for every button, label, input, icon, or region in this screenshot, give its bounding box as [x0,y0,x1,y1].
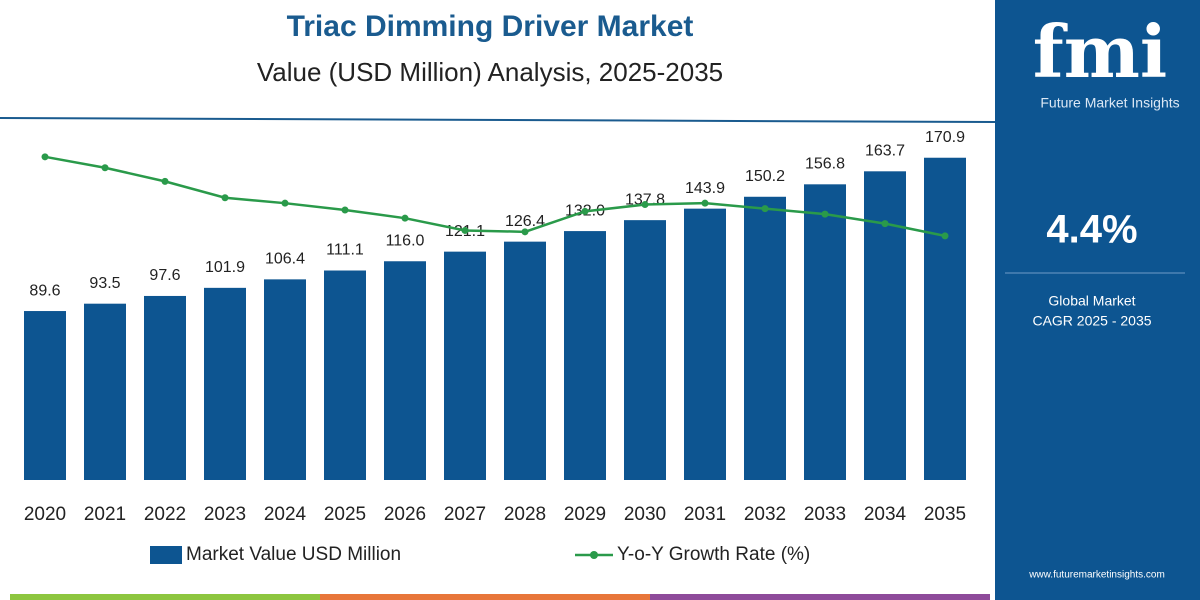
data-label: 101.9 [205,259,245,276]
chart-title: Triac Dimming Driver Market [287,10,694,43]
line-point [341,206,349,214]
line-point [581,207,589,215]
line-point [881,220,889,228]
legend-swatch [590,551,598,559]
line-point [161,177,169,185]
data-label: 170.9 [925,129,965,146]
bar [204,287,246,480]
line-point [41,153,49,161]
line-point [941,232,949,240]
bar [864,171,906,480]
cagr-value: 4.4% [1046,208,1137,252]
bar [324,270,366,480]
data-label: 150.2 [745,168,785,185]
strip [10,594,320,600]
legend-label: Y-o-Y Growth Rate (%) [617,544,810,565]
x-tick-label: 2022 [144,504,186,525]
x-tick-label: 2027 [444,504,486,525]
x-tick-label: 2032 [744,504,786,525]
bar [684,208,726,480]
data-label: 111.1 [326,242,364,259]
x-tick-label: 2024 [264,504,307,525]
data-label: 126.4 [505,213,545,230]
x-tick-label: 2020 [24,504,66,525]
data-label: 93.5 [89,275,120,292]
cagr-label: Global Market [1048,293,1135,309]
x-tick-label: 2029 [564,504,606,525]
x-tick-label: 2035 [924,504,966,525]
data-label: 106.4 [265,251,305,268]
bar [744,196,786,480]
data-label: 156.8 [805,156,845,173]
bar [624,220,666,481]
cagr-label: CAGR 2025 - 2035 [1032,313,1151,329]
strip [320,594,650,600]
x-tick-label: 2028 [504,504,546,525]
x-tick-label: 2033 [804,504,846,525]
line [44,155,946,238]
line-point [821,210,829,218]
line-point [101,164,109,172]
bar [564,231,606,480]
bar [384,261,426,480]
bar [24,311,66,480]
strip [650,594,990,600]
line-point [461,226,469,234]
bar [444,251,486,480]
bar [504,241,546,480]
line-point [401,214,409,222]
data-label: 97.6 [149,267,180,284]
bar [144,295,186,480]
divider [0,117,996,123]
x-tick-label: 2030 [624,504,666,525]
bar [84,303,126,480]
bar [924,157,966,480]
line-point [521,228,529,236]
x-tick-label: 2026 [384,504,426,525]
legend-label: Market Value USD Million [186,544,401,565]
line-point [761,205,769,213]
line-point [221,194,229,202]
x-tick-label: 2034 [864,504,907,525]
line-point [281,199,289,207]
x-tick-label: 2031 [684,504,726,525]
data-label: 89.6 [29,282,60,299]
x-tick-label: 2025 [324,504,366,525]
line-point [701,199,709,207]
x-tick-label: 2023 [204,504,246,525]
data-label: 163.7 [865,143,905,160]
brand-logo: fmi [1033,9,1168,94]
data-label: 143.9 [685,180,725,197]
bar [264,279,306,480]
brand-name: Future Market Insights [1040,95,1179,111]
bar [804,184,846,480]
data-label: 116.0 [386,232,425,249]
sidebar [995,0,1200,600]
x-tick-label: 2021 [84,504,126,525]
legend-swatch [150,546,182,564]
chart-subtitle: Value (USD Million) Analysis, 2025-2035 [257,57,723,87]
website: www.futuremarketinsights.com [1028,570,1165,581]
line-point [641,201,649,209]
